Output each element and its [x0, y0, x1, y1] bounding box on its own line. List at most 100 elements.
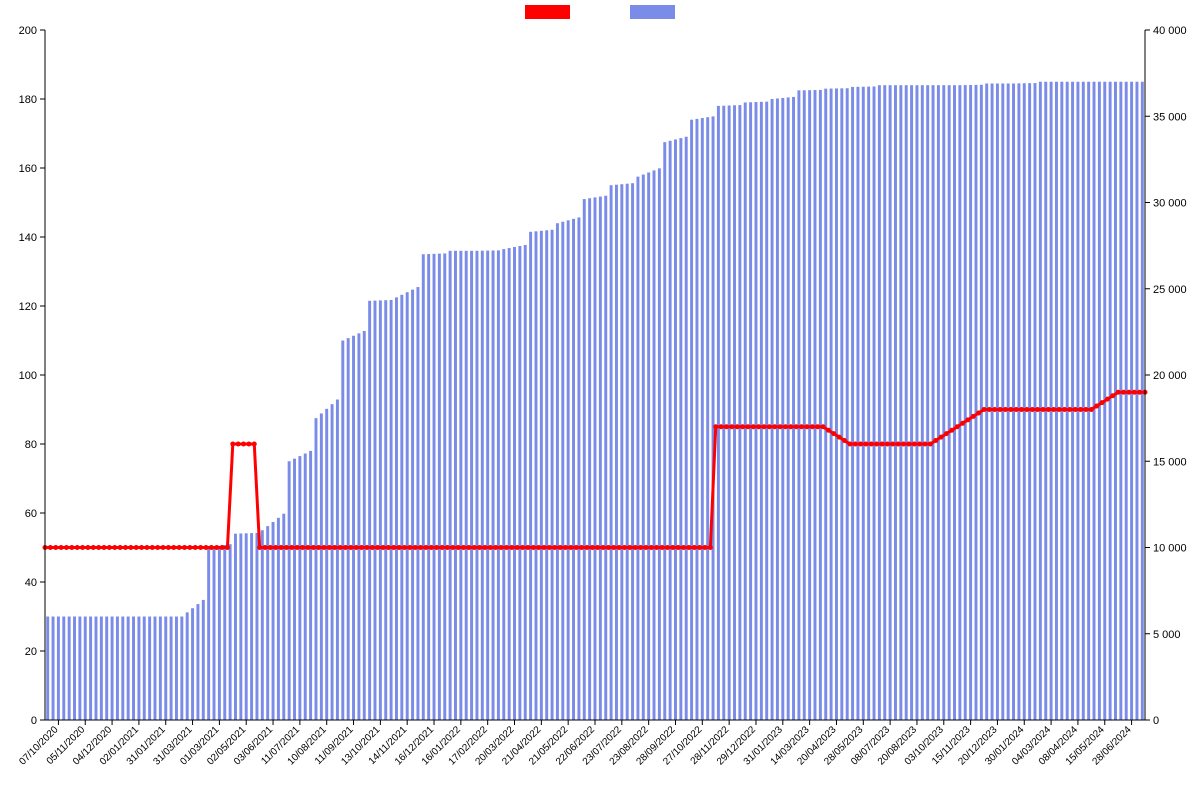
line-marker	[348, 545, 353, 550]
bar	[964, 85, 967, 720]
bar	[980, 85, 983, 720]
bar	[422, 254, 425, 720]
line-marker	[246, 442, 251, 447]
bar	[411, 290, 414, 720]
bar	[878, 85, 881, 720]
bar	[695, 119, 698, 720]
line-marker	[885, 442, 890, 447]
line-marker	[568, 545, 573, 550]
bar	[824, 89, 827, 720]
bar	[535, 231, 538, 720]
bar	[148, 617, 151, 721]
line-marker	[525, 545, 530, 550]
bar	[1087, 82, 1090, 720]
bar	[218, 546, 221, 720]
bar	[379, 300, 382, 720]
line-marker	[708, 545, 713, 550]
y-left-tick-label: 80	[25, 439, 37, 451]
line-marker	[1051, 407, 1056, 412]
bar	[567, 220, 570, 720]
line-marker	[869, 442, 874, 447]
line-marker	[745, 424, 750, 429]
bar	[803, 90, 806, 720]
bar	[1012, 83, 1015, 720]
bar	[1076, 82, 1079, 720]
line-marker	[268, 545, 273, 550]
bar	[958, 85, 961, 720]
line-marker	[322, 545, 327, 550]
line-marker	[1094, 404, 1099, 409]
line-marker	[85, 545, 90, 550]
bar	[910, 85, 913, 720]
bar	[738, 105, 741, 720]
bar	[653, 170, 656, 720]
bar	[1001, 83, 1004, 720]
line-marker	[91, 545, 96, 550]
line-marker	[456, 545, 461, 550]
line-marker	[1019, 407, 1024, 412]
line-marker	[1041, 407, 1046, 412]
line-marker	[547, 545, 552, 550]
line-marker	[788, 424, 793, 429]
bar	[765, 102, 768, 720]
bar	[363, 331, 366, 720]
line-marker	[1137, 390, 1142, 395]
line-marker	[794, 424, 799, 429]
bar	[239, 533, 242, 720]
line-marker	[279, 545, 284, 550]
bar	[272, 522, 275, 720]
bar	[744, 102, 747, 720]
bar	[347, 338, 350, 720]
line-marker	[638, 545, 643, 550]
line-marker	[606, 545, 611, 550]
y-right-tick-label: 35 000	[1153, 111, 1187, 123]
bar	[545, 230, 548, 720]
y-right-tick-label: 40 000	[1153, 25, 1187, 37]
line-marker	[912, 442, 917, 447]
line-marker	[863, 442, 868, 447]
line-marker	[370, 545, 375, 550]
bar	[513, 247, 516, 720]
bar	[669, 141, 672, 720]
bar	[781, 98, 784, 720]
line-marker	[955, 424, 960, 429]
line-marker	[1062, 407, 1067, 412]
line-marker	[182, 545, 187, 550]
y-left-tick-label: 160	[19, 163, 37, 175]
bar	[787, 97, 790, 720]
line-marker	[670, 545, 675, 550]
line-marker	[933, 438, 938, 443]
bar	[1060, 82, 1063, 720]
line-marker	[128, 545, 133, 550]
y-right-tick-label: 20 000	[1153, 370, 1187, 382]
line-marker	[375, 545, 380, 550]
line-marker	[992, 407, 997, 412]
y-left-tick-label: 140	[19, 232, 37, 244]
y-right-tick-label: 0	[1153, 715, 1159, 727]
line-marker	[359, 545, 364, 550]
bar	[722, 106, 725, 720]
bar	[202, 600, 205, 720]
line-marker	[735, 424, 740, 429]
y-right-tick-label: 15 000	[1153, 456, 1187, 468]
line-marker	[654, 545, 659, 550]
bar	[416, 287, 419, 720]
bar	[556, 223, 559, 720]
line-marker	[1083, 407, 1088, 412]
bar	[856, 87, 859, 720]
line-marker	[982, 407, 987, 412]
bar	[46, 617, 49, 721]
bar	[894, 85, 897, 720]
line-marker	[407, 545, 412, 550]
line-marker	[461, 545, 466, 550]
bar	[728, 105, 731, 720]
bar	[357, 333, 360, 720]
bar	[475, 251, 478, 720]
line-marker	[466, 545, 471, 550]
bar	[937, 85, 940, 720]
bar	[1055, 82, 1058, 720]
line-marker	[1003, 407, 1008, 412]
bar	[229, 544, 232, 720]
bar	[315, 418, 318, 720]
line-marker	[381, 545, 386, 550]
